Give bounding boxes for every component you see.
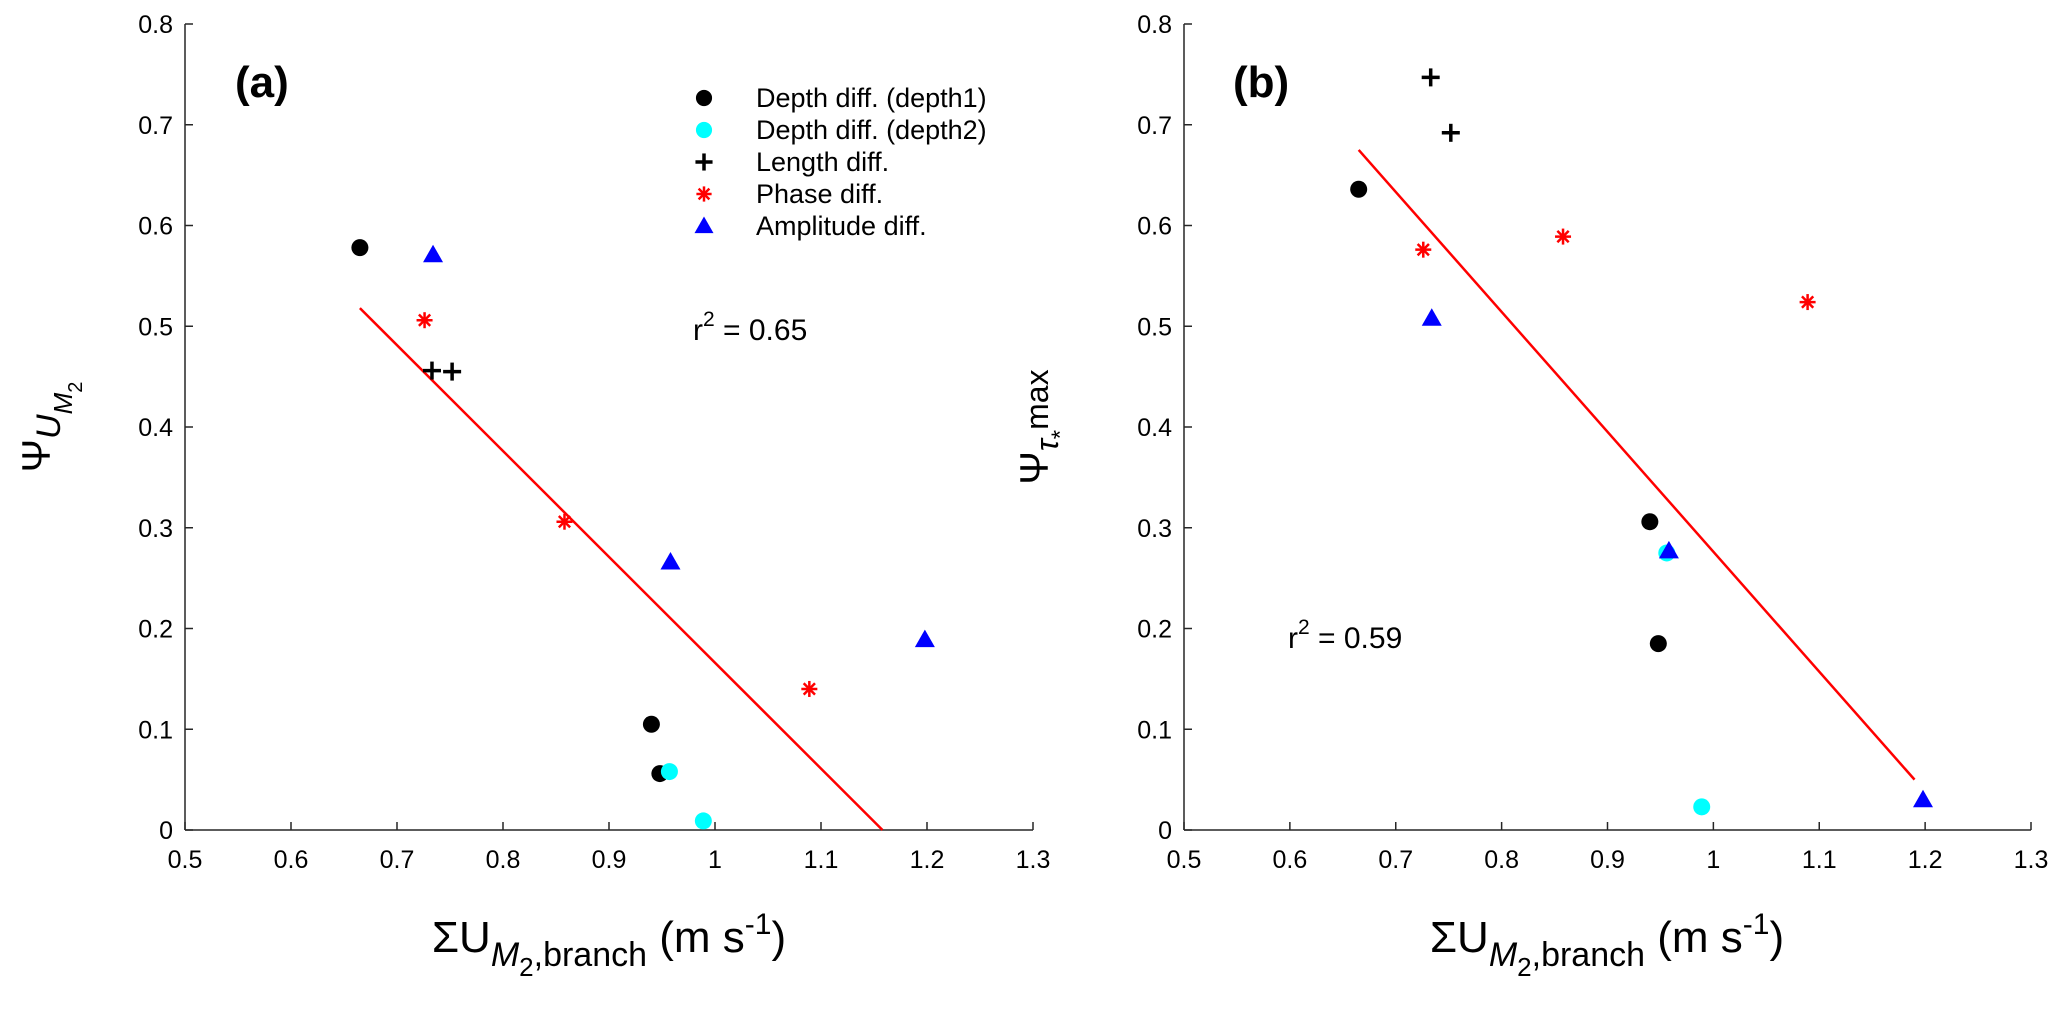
y-tick-label: 0.8 — [138, 11, 173, 39]
y-tick-label: 0.3 — [1137, 515, 1172, 543]
y-tick-label: 0.5 — [138, 313, 173, 341]
r-squared-label: r2 = 0.65 — [693, 308, 807, 347]
r-squared-label: r2 = 0.59 — [1288, 616, 1402, 655]
data-point — [1649, 635, 1667, 653]
data-point — [1421, 308, 1442, 326]
y-tick-label: 0.6 — [138, 213, 173, 241]
data-point — [1693, 798, 1711, 816]
panel-a: 0.5 0.6 0.7 0.8 0.9 1 1.1 1.2 1.3 0 0.1 0.2 0.3 0.4 0.… — [15, 11, 1050, 982]
legend-label: Amplitude diff. — [756, 211, 927, 241]
data-point — [422, 361, 441, 380]
legend: Depth diff. (depth1)Depth diff. (depth2)… — [694, 83, 987, 241]
x-tick-label: 0.9 — [592, 846, 627, 874]
x-tick-label: 0.8 — [486, 846, 521, 874]
legend-label: Length diff. — [756, 147, 889, 177]
x-tick-label: 1.2 — [1908, 846, 1943, 874]
data-point — [1913, 789, 1934, 808]
y-tick-label: 0 — [1158, 817, 1172, 845]
x-tick-label: 0.9 — [1590, 846, 1625, 874]
data-point — [351, 239, 369, 257]
data-point — [1658, 540, 1679, 559]
data-point — [1350, 180, 1368, 198]
y-tick-label: 0.2 — [138, 616, 173, 644]
x-tick-label: 0.6 — [1272, 846, 1307, 874]
data-point — [1415, 241, 1432, 258]
y-tick-label: 0.8 — [1137, 11, 1172, 39]
y-tick-label: 0.7 — [1137, 112, 1172, 140]
data-point — [443, 362, 462, 381]
data-point — [423, 244, 444, 263]
x-tick-label: 1.3 — [1016, 846, 1051, 874]
data-point — [416, 312, 433, 329]
data-point — [660, 763, 678, 781]
x-axis-label: ΣUM2,branch (m s-1) — [432, 908, 786, 982]
legend-marker — [695, 121, 713, 139]
y-tick-label: 0.6 — [1137, 213, 1172, 241]
y-tick-label: 0.1 — [138, 716, 173, 744]
x-tick-label: 0.7 — [1378, 846, 1413, 874]
y-tick-label: 0.5 — [1137, 313, 1172, 341]
x-tick-label: 1.2 — [910, 846, 945, 874]
data-point — [1421, 68, 1440, 87]
panel-label: (a) — [235, 58, 289, 107]
data-point — [1799, 294, 1816, 311]
legend-label: Phase diff. — [756, 179, 883, 209]
panel-b: 0.5 0.6 0.7 0.8 0.9 1 1.1 1.2 1.3 0 0.1 0.2 0.3 0.4 0.… — [1013, 11, 2048, 982]
data-point — [694, 812, 712, 830]
legend-label: Depth diff. (depth2) — [756, 115, 987, 145]
x-tick-label: 0.6 — [274, 846, 309, 874]
x-axis-label: ΣUM2,branch (m s-1) — [1430, 908, 1784, 982]
x-tick-label: 1.1 — [1802, 846, 1837, 874]
legend-marker — [694, 216, 714, 234]
y-tick-label: 0.4 — [1137, 414, 1172, 442]
y-axis-label: Ψτ*max — [1013, 369, 1074, 484]
y-tick-label: 0.2 — [1137, 616, 1172, 644]
x-tick-label: 1 — [1706, 846, 1720, 874]
fit-line — [1357, 149, 1916, 781]
x-tick-label: 0.5 — [1167, 846, 1202, 874]
y-tick-label: 0 — [159, 817, 173, 845]
data-point — [556, 513, 573, 530]
y-tick-label: 0.3 — [138, 515, 173, 543]
data-point — [801, 680, 818, 697]
x-tick-label: 1.1 — [804, 846, 839, 874]
y-tick-label: 0.4 — [138, 414, 173, 442]
fit-line — [359, 307, 884, 831]
y-tick-label: 0.7 — [138, 112, 173, 140]
x-tick-label: 1.3 — [2014, 846, 2049, 874]
data-point — [1555, 228, 1572, 245]
legend-label: Depth diff. (depth1) — [756, 83, 987, 113]
x-tick-label: 0.5 — [168, 846, 203, 874]
data-point — [1641, 513, 1659, 531]
data-point — [660, 552, 681, 570]
legend-marker — [695, 89, 713, 107]
data-point — [914, 629, 935, 648]
x-tick-label: 0.7 — [380, 846, 415, 874]
x-tick-label: 0.8 — [1484, 846, 1519, 874]
x-tick-label: 1 — [708, 846, 722, 874]
y-tick-label: 0.1 — [1137, 716, 1172, 744]
legend-marker — [695, 153, 713, 171]
panel-label: (b) — [1233, 58, 1289, 107]
data-point — [642, 715, 660, 733]
legend-marker — [696, 186, 712, 202]
data-point — [1441, 123, 1460, 142]
y-axis-label: ΨUM2 — [15, 382, 87, 473]
